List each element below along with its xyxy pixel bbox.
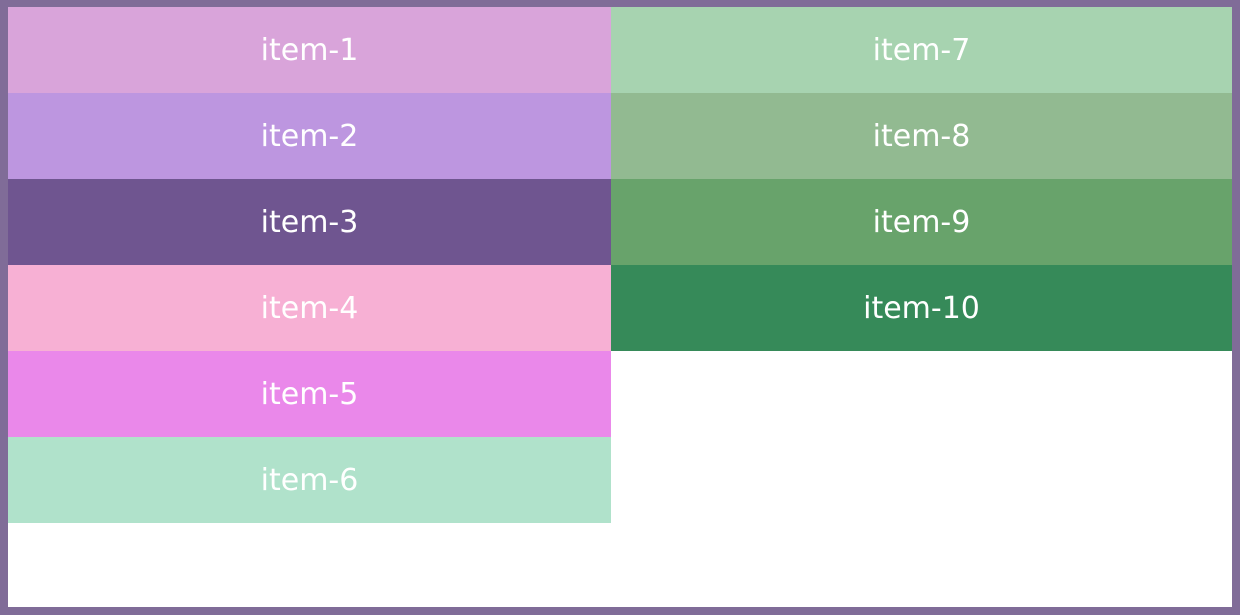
grid-item: item-10 [611,265,1232,351]
grid-item: item-3 [8,179,611,265]
column-left: item-1 item-2 item-3 item-4 item-5 item-6 [8,7,611,607]
column-right: item-7 item-8 item-9 item-10 [611,7,1232,607]
grid-item: item-2 [8,93,611,179]
grid-item: item-7 [611,7,1232,93]
grid-item: item-8 [611,93,1232,179]
grid-item: item-5 [8,351,611,437]
grid-item: item-6 [8,437,611,523]
grid-item: item-1 [8,7,611,93]
grid-item: item-9 [611,179,1232,265]
grid-item: item-4 [8,265,611,351]
